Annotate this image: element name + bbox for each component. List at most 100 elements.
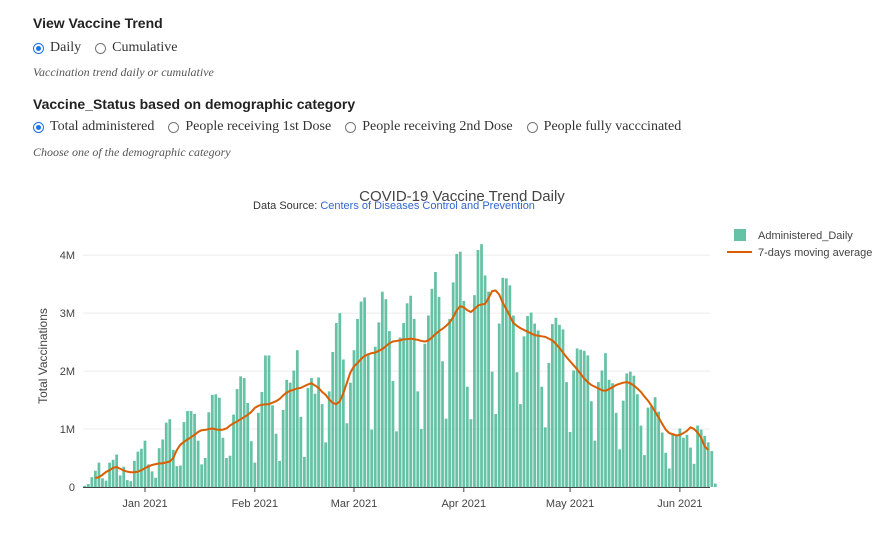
daily-bar[interactable] [674, 436, 678, 487]
daily-bar[interactable] [232, 414, 235, 487]
status-option-total[interactable]: Total administered [33, 119, 154, 135]
status-option-second-dose[interactable]: People receiving 2nd Dose [345, 119, 513, 135]
daily-bar[interactable] [636, 394, 639, 487]
daily-bar[interactable] [395, 431, 398, 487]
daily-bar[interactable] [639, 425, 643, 487]
daily-bar[interactable] [388, 331, 391, 487]
daily-bar[interactable] [586, 355, 590, 487]
daily-bar[interactable] [589, 401, 593, 487]
daily-bar[interactable] [292, 370, 296, 487]
daily-bar[interactable] [203, 458, 207, 487]
daily-bar[interactable] [285, 379, 289, 487]
daily-bar[interactable] [402, 322, 405, 487]
status-option-fully-vaccinated[interactable]: People fully vacccinated [526, 119, 681, 135]
daily-bar[interactable] [345, 423, 349, 487]
daily-bar[interactable] [568, 431, 572, 487]
daily-bar[interactable] [490, 371, 494, 487]
daily-bar[interactable] [444, 418, 448, 487]
radio-unselected-icon[interactable] [526, 121, 538, 133]
daily-bar[interactable] [267, 355, 271, 487]
daily-bar[interactable] [646, 407, 650, 487]
daily-bar[interactable] [398, 337, 402, 487]
moving-average-line[interactable] [95, 289, 709, 479]
daily-bar[interactable] [83, 485, 87, 487]
daily-bar[interactable] [295, 350, 299, 487]
daily-bar[interactable] [561, 329, 565, 487]
daily-bar[interactable] [164, 422, 168, 487]
daily-bar[interactable] [419, 429, 423, 487]
trend-option-cumulative[interactable]: Cumulative [95, 40, 177, 56]
daily-bar[interactable] [437, 296, 441, 487]
daily-bar[interactable] [660, 432, 664, 487]
daily-bar[interactable] [540, 386, 544, 487]
daily-bar[interactable] [218, 397, 221, 487]
daily-bar[interactable] [632, 375, 636, 487]
daily-bar[interactable] [582, 350, 586, 487]
daily-bar[interactable] [356, 318, 359, 487]
daily-bar[interactable] [154, 477, 157, 487]
daily-bar[interactable] [550, 324, 554, 487]
daily-bar[interactable] [179, 465, 182, 487]
daily-bar[interactable] [710, 451, 714, 487]
daily-bar[interactable] [189, 411, 193, 487]
daily-bar[interactable] [451, 282, 455, 487]
daily-bar[interactable] [90, 477, 94, 487]
daily-bar[interactable] [210, 394, 214, 487]
daily-bar[interactable] [501, 277, 505, 487]
daily-bar[interactable] [359, 301, 363, 487]
daily-bar[interactable] [249, 441, 253, 487]
daily-bar[interactable] [256, 412, 260, 487]
daily-bar[interactable] [132, 460, 136, 487]
daily-bar[interactable] [193, 413, 196, 487]
daily-bar[interactable] [391, 380, 395, 487]
daily-bar[interactable] [480, 244, 483, 487]
daily-bar[interactable] [246, 402, 250, 487]
daily-bar[interactable] [281, 409, 285, 487]
daily-bar[interactable] [465, 386, 469, 487]
radio-selected-icon[interactable] [33, 121, 44, 133]
daily-bar[interactable] [696, 425, 699, 487]
daily-bar[interactable] [487, 291, 490, 487]
daily-bar[interactable] [186, 411, 189, 487]
radio-unselected-icon[interactable] [345, 121, 357, 133]
daily-bar[interactable] [497, 323, 501, 487]
legend-bar-swatch[interactable] [734, 229, 746, 241]
daily-bar[interactable] [547, 362, 551, 487]
daily-bar[interactable] [136, 451, 140, 487]
radio-unselected-icon[interactable] [95, 42, 107, 54]
daily-bar[interactable] [685, 434, 689, 487]
daily-bar[interactable] [604, 353, 607, 488]
daily-bar[interactable] [706, 442, 710, 488]
status-option-first-dose[interactable]: People receiving 1st Dose [168, 119, 331, 135]
legend-bar-label[interactable]: Administered_Daily [758, 230, 853, 242]
daily-bar[interactable] [593, 440, 597, 487]
daily-bar[interactable] [313, 393, 317, 487]
daily-bar[interactable] [175, 466, 179, 487]
daily-bar[interactable] [469, 419, 473, 487]
daily-bar[interactable] [650, 405, 653, 487]
daily-bar[interactable] [274, 433, 278, 487]
daily-bar[interactable] [441, 361, 444, 487]
daily-bar[interactable] [614, 412, 618, 487]
daily-bar[interactable] [423, 343, 427, 487]
daily-bar[interactable] [260, 391, 264, 487]
daily-bar[interactable] [653, 397, 657, 487]
daily-bar[interactable] [678, 428, 682, 487]
daily-bar[interactable] [508, 285, 512, 487]
daily-bar[interactable] [543, 427, 547, 487]
daily-bar[interactable] [320, 404, 324, 488]
daily-bar[interactable] [349, 382, 352, 487]
daily-bar[interactable] [416, 391, 420, 488]
trend-option-daily[interactable]: Daily [33, 40, 81, 56]
daily-bar[interactable] [618, 449, 622, 487]
daily-bar[interactable] [97, 462, 101, 487]
daily-bar[interactable] [611, 383, 614, 487]
daily-bar[interactable] [352, 350, 356, 487]
daily-bar[interactable] [225, 458, 228, 487]
daily-bar[interactable] [512, 315, 515, 487]
daily-bar[interactable] [384, 299, 388, 487]
daily-bar[interactable] [600, 370, 604, 487]
daily-bar[interactable] [94, 470, 97, 487]
daily-bar[interactable] [200, 464, 204, 487]
daily-bar[interactable] [111, 459, 115, 487]
